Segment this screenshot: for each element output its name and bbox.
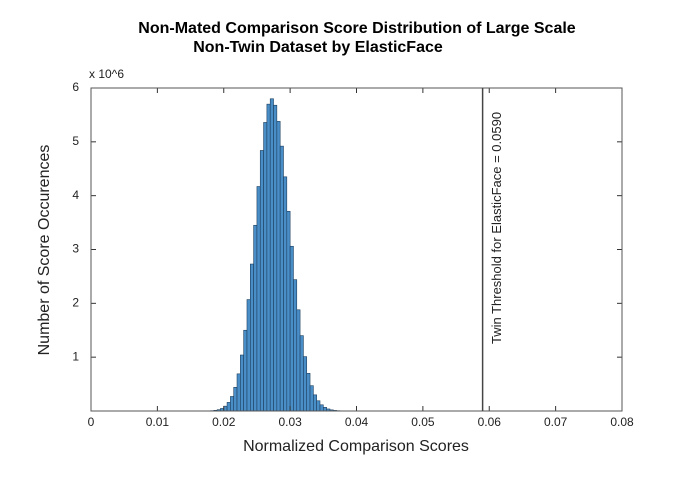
bar (273, 104, 278, 412)
y-axis-label: Number of Score Occurences (36, 145, 53, 356)
bar (293, 279, 298, 412)
bar (276, 121, 281, 412)
bar (283, 176, 288, 412)
x-tick-label: 0.01 (146, 415, 170, 429)
bar (233, 387, 238, 412)
bar (259, 150, 264, 412)
bar (309, 385, 314, 412)
bar (263, 122, 268, 412)
y-multiplier: x 10^6 (89, 67, 124, 81)
x-tick-label: 0.08 (610, 415, 634, 429)
bar (319, 404, 324, 412)
bar (296, 309, 301, 412)
bar (269, 98, 274, 412)
bar (266, 103, 271, 412)
bar (243, 329, 248, 412)
threshold-label: Twin Threshold for ElasticFace = 0.0590 (489, 112, 504, 344)
x-tick-label: 0.02 (212, 415, 236, 429)
bar (299, 335, 304, 412)
bar (250, 263, 254, 412)
bar (303, 356, 308, 412)
plot-frame (90, 87, 623, 412)
bar (253, 224, 258, 412)
bar (240, 354, 244, 412)
x-axis-label: Normalized Comparison Scores (243, 438, 469, 455)
bar (256, 186, 261, 412)
y-tick-label: 3 (72, 242, 79, 256)
y-tick-label: 6 (72, 80, 79, 94)
x-tick-label: 0.03 (278, 415, 302, 429)
x-tick-label: 0 (88, 415, 95, 429)
y-tick-label: 4 (72, 188, 79, 202)
x-tick-label: 0.04 (345, 415, 369, 429)
bar (313, 394, 317, 412)
chart-title: Non-Mated Comparison Score Distribution … (138, 20, 575, 37)
bar (236, 373, 241, 412)
bar (316, 400, 321, 412)
bar (286, 210, 291, 412)
bar (226, 402, 231, 412)
bar (306, 373, 311, 412)
bar (279, 145, 284, 412)
chart-title: Non-Twin Dataset by ElasticFace (193, 39, 443, 56)
bar (289, 245, 294, 412)
bar (230, 396, 235, 412)
bar (246, 299, 251, 412)
x-tick-label: 0.06 (478, 415, 502, 429)
x-tick-label: 0.07 (544, 415, 568, 429)
x-tick-label: 0.05 (411, 415, 435, 429)
y-tick-label: 5 (72, 134, 79, 148)
bar (323, 407, 327, 412)
y-tick-label: 2 (72, 296, 79, 310)
y-tick-label: 1 (72, 349, 79, 363)
